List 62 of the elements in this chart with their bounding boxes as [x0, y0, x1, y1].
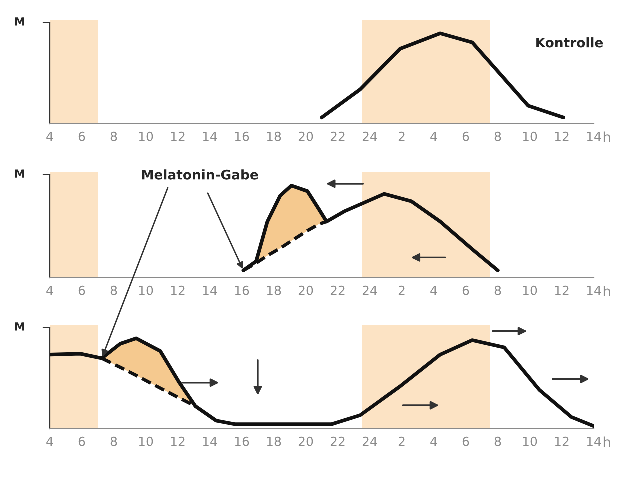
- x-tick-label: 6: [78, 436, 86, 446]
- x-tick-label: 16: [235, 132, 250, 142]
- x-tick-label: 24: [362, 132, 378, 142]
- x-tick-label: 12: [555, 132, 569, 142]
- x-tick-label: 18: [267, 286, 282, 296]
- x-tick-label: 12: [555, 436, 569, 446]
- x-tick-label: 10: [523, 436, 538, 446]
- y-axis-title: M: [15, 18, 24, 26]
- annotation: Kontrolle: [536, 38, 604, 48]
- x-tick-label: 8: [110, 132, 118, 142]
- x-tick-label: 20: [298, 436, 314, 446]
- y-axis-title: M: [15, 322, 24, 331]
- x-tick-label: 24: [362, 436, 378, 446]
- x-axis-title: h: [604, 436, 610, 448]
- x-tick-label: 6: [462, 286, 470, 296]
- x-tick-label: 20: [298, 132, 314, 142]
- x-tick-label: 22: [330, 436, 345, 446]
- x-tick-label: 4: [430, 286, 438, 296]
- x-tick-label: 2: [398, 436, 405, 446]
- x-tick-label: 24: [362, 286, 378, 296]
- x-tick-label: 8: [494, 132, 502, 142]
- x-tick-label: 16: [235, 436, 250, 446]
- x-tick-label: 10: [523, 286, 538, 296]
- x-tick-label: 6: [462, 132, 470, 142]
- x-tick-label: 6: [462, 436, 470, 446]
- x-tick-label: 6: [78, 286, 86, 296]
- x-tick-label: 14: [203, 437, 218, 446]
- x-tick-label: 10: [523, 132, 538, 142]
- x-tick-label: 4: [430, 132, 438, 142]
- x-tick-label: 4: [46, 286, 54, 296]
- x-tick-label: 10: [139, 436, 154, 446]
- x-tick-label: 4: [46, 437, 54, 446]
- x-tick-label: 20: [298, 286, 314, 296]
- x-tick-label: 16: [235, 286, 250, 296]
- x-tick-label: 22: [330, 286, 345, 296]
- x-tick-label: 8: [494, 436, 502, 446]
- annotation: Melatonin-Gabe: [142, 170, 258, 180]
- x-tick-label: 12: [171, 132, 185, 142]
- x-tick-label: 14: [203, 132, 218, 142]
- x-tick-label: 14: [587, 132, 602, 142]
- x-tick-label: 12: [171, 286, 185, 296]
- x-axis-title: h: [604, 286, 610, 297]
- x-tick-label: 12: [171, 436, 185, 446]
- x-tick-label: 18: [267, 132, 282, 142]
- x-tick-label: 10: [139, 286, 154, 296]
- x-tick-label: 10: [139, 132, 154, 142]
- y-axis-title: M: [15, 170, 24, 178]
- x-tick-label: 22: [330, 132, 345, 142]
- x-tick-label: 12: [555, 286, 569, 296]
- x-tick-label: 14: [587, 437, 602, 446]
- x-tick-label: 4: [46, 132, 54, 142]
- x-tick-label: 14: [203, 286, 218, 296]
- x-tick-label: 2: [398, 132, 405, 142]
- x-tick-label: 6: [78, 132, 86, 142]
- x-tick-label: 18: [267, 436, 282, 446]
- x-tick-label: 8: [110, 286, 118, 296]
- x-tick-label: 4: [430, 437, 438, 446]
- x-tick-label: 14: [587, 286, 602, 296]
- x-tick-label: 8: [110, 436, 118, 446]
- x-tick-label: 2: [398, 286, 405, 296]
- x-axis-title: h: [604, 132, 610, 142]
- x-tick-label: 8: [494, 286, 502, 296]
